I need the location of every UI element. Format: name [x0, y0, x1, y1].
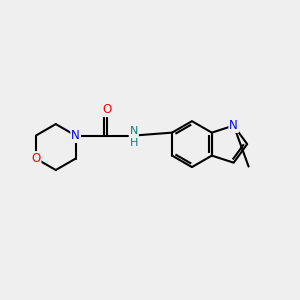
Text: N: N	[71, 129, 80, 142]
Text: N
H: N H	[130, 126, 138, 148]
Text: N: N	[229, 119, 238, 132]
Text: O: O	[102, 103, 111, 116]
Text: O: O	[31, 152, 40, 165]
